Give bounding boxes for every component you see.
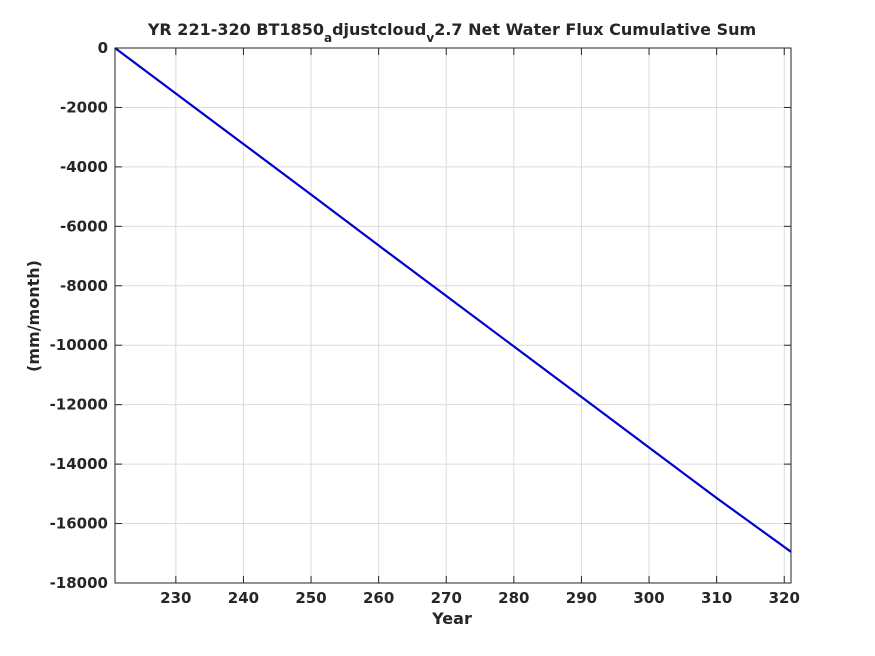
x-tick-label: 290	[566, 589, 597, 607]
y-tick-labels: 0 -2000 -4000 -6000 -8000 -10000 -12000 -14000 -…	[50, 39, 108, 592]
plot-area	[115, 48, 791, 583]
y-tick-label: -10000	[50, 336, 108, 354]
axes-box	[114, 47, 792, 584]
y-tick-label: -14000	[50, 455, 108, 473]
y-tick-label: 0	[98, 39, 108, 57]
x-tick-label: 250	[295, 589, 326, 607]
y-tick-label: -18000	[50, 574, 108, 592]
x-tick-labels: 230 240 250 260 270 280 290 300 310 320	[160, 589, 800, 607]
y-tick-label: -6000	[60, 217, 108, 235]
y-axis-label: (mm/month)	[24, 260, 43, 372]
ticks	[115, 47, 791, 584]
x-tick-label: 240	[228, 589, 259, 607]
x-tick-label: 260	[363, 589, 394, 607]
series-layer	[114, 47, 792, 553]
x-axis-label: Year	[431, 609, 472, 628]
x-tick-label: 270	[431, 589, 462, 607]
y-tick-label: -2000	[60, 98, 108, 116]
series-line	[114, 47, 792, 553]
x-tick-label: 310	[701, 589, 732, 607]
x-tick-label: 300	[633, 589, 664, 607]
y-tick-label: -8000	[60, 277, 108, 295]
x-tick-label: 230	[160, 589, 191, 607]
chart-title: YR 221-320 BT1850adjustcloudv2.7 Net Wat…	[147, 20, 756, 45]
x-tick-label: 320	[769, 589, 800, 607]
y-tick-label: -4000	[60, 158, 108, 176]
y-tick-label: -12000	[50, 396, 108, 414]
x-tick-label: 280	[498, 589, 529, 607]
y-tick-label: -16000	[50, 515, 108, 533]
